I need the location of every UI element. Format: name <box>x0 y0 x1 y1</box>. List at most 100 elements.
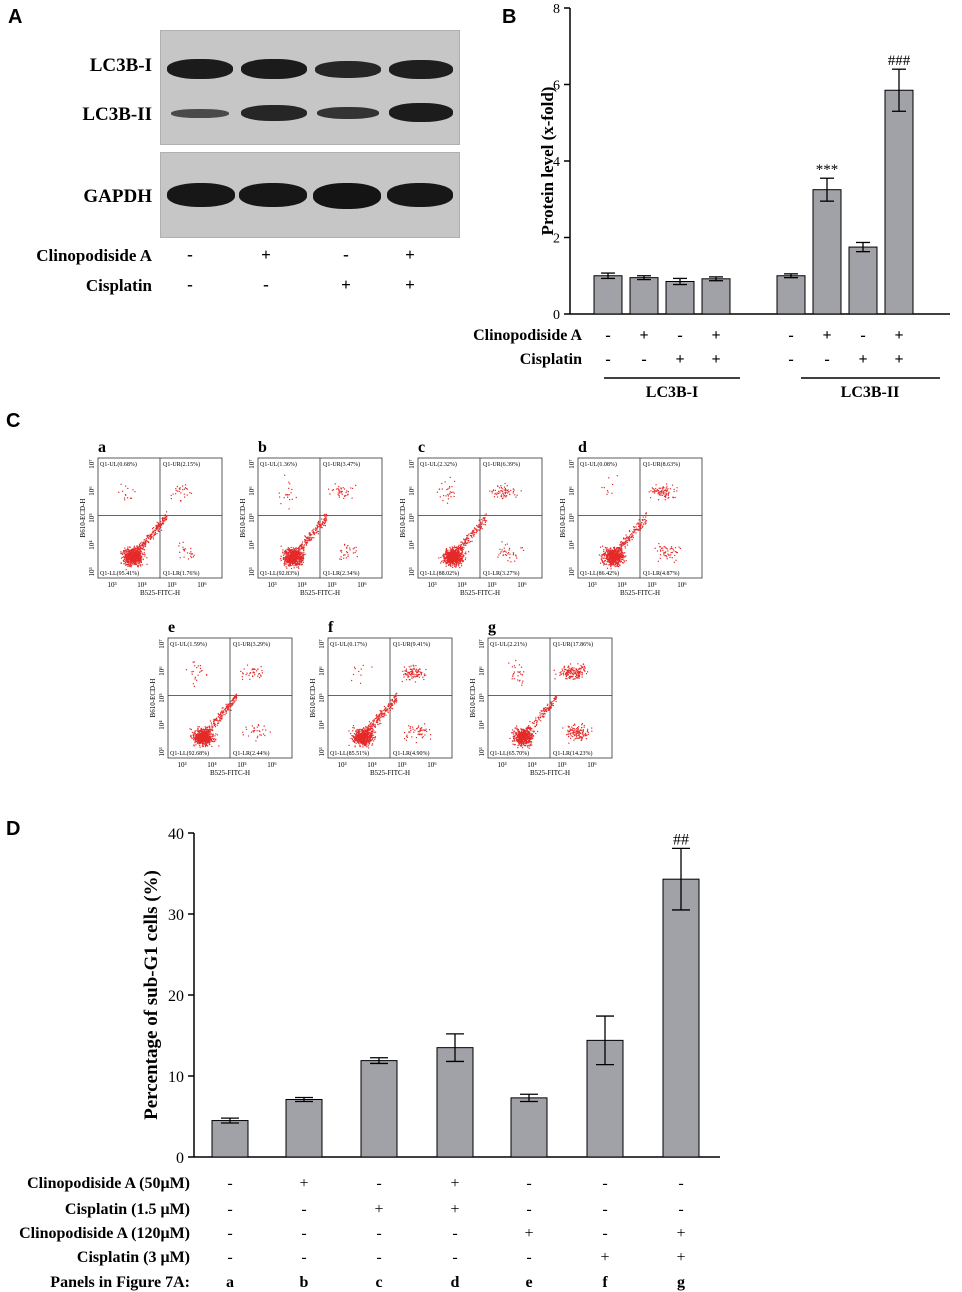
event-dot <box>310 538 312 540</box>
event-dot <box>607 552 609 554</box>
event-dot <box>286 553 288 555</box>
event-dot <box>166 518 168 520</box>
event-dot <box>199 740 201 742</box>
event-dot <box>151 535 153 537</box>
event-dot <box>287 564 289 566</box>
event-dot <box>309 534 311 536</box>
event-dot <box>508 549 510 551</box>
event-dot <box>615 558 617 560</box>
event-dot <box>377 715 379 717</box>
event-dot <box>507 489 509 491</box>
event-dot <box>468 537 470 540</box>
event-dot <box>645 516 647 518</box>
event-dot <box>204 744 206 746</box>
event-dot <box>200 730 202 732</box>
event-dot <box>142 558 144 561</box>
event-dot <box>203 730 205 732</box>
event-dot <box>463 547 465 549</box>
event-dot <box>340 487 342 489</box>
event-dot <box>126 560 128 562</box>
event-dot <box>665 547 667 549</box>
event-dot <box>450 559 452 561</box>
event-dot <box>655 490 657 492</box>
x-axis-label: B525-FITC-H <box>300 589 340 597</box>
event-dot <box>442 560 444 562</box>
event-dot <box>301 563 303 565</box>
event-dot <box>292 552 294 554</box>
event-dot <box>370 740 372 742</box>
event-dot <box>609 565 612 567</box>
event-dot <box>293 554 295 557</box>
event-dot <box>485 514 487 516</box>
x-tick-label: 10³ <box>107 581 116 589</box>
event-dot <box>605 563 607 565</box>
event-dot <box>284 563 286 565</box>
event-dot <box>612 564 614 566</box>
event-dot <box>232 698 234 700</box>
event-dot <box>501 496 503 498</box>
event-dot <box>290 554 292 556</box>
event-dot <box>210 739 213 741</box>
event-dot <box>212 735 214 737</box>
event-dot <box>450 554 452 556</box>
event-dot <box>291 561 293 563</box>
event-dot <box>325 517 327 519</box>
event-dot <box>219 719 221 721</box>
event-dot <box>193 661 195 663</box>
event-dot <box>141 547 143 549</box>
event-dot <box>296 551 298 553</box>
event-dot <box>291 551 293 554</box>
event-dot <box>207 738 210 740</box>
event-dot <box>662 488 664 490</box>
event-dot <box>323 520 325 522</box>
event-dot <box>663 487 665 489</box>
event-dot <box>136 546 138 548</box>
event-dot <box>459 559 461 561</box>
y-tick-label: 10⁷ <box>408 459 416 469</box>
event-dot <box>282 557 284 559</box>
event-dot <box>622 557 624 559</box>
event-dot <box>612 549 614 551</box>
event-dot <box>211 745 213 747</box>
event-dot <box>367 745 369 747</box>
event-dot <box>205 732 207 734</box>
event-dot <box>154 531 156 534</box>
event-dot <box>458 562 460 564</box>
treatment-sign: + <box>341 275 351 294</box>
event-dot <box>143 541 145 543</box>
event-dot <box>251 725 253 727</box>
event-dot <box>242 678 244 681</box>
event-dot <box>254 668 256 670</box>
event-dot <box>465 553 467 555</box>
event-dot <box>176 490 179 492</box>
event-dot <box>360 738 362 741</box>
event-dot <box>313 531 315 534</box>
event-dot <box>446 550 448 552</box>
x-tick-label: 10⁶ <box>197 581 207 589</box>
event-dot <box>293 558 295 560</box>
event-dot <box>284 550 286 553</box>
event-dot <box>285 494 287 496</box>
y-tick-label: 10⁶ <box>248 486 256 496</box>
event-dot <box>346 546 348 548</box>
event-dot <box>356 733 358 735</box>
event-dot <box>607 556 609 559</box>
event-dot <box>293 553 295 556</box>
event-dot <box>499 552 501 554</box>
event-dot <box>502 497 504 500</box>
event-dot <box>294 558 296 560</box>
event-dot <box>504 482 506 485</box>
event-dot <box>373 740 375 742</box>
event-dot <box>453 553 455 555</box>
event-dot <box>605 554 607 556</box>
event-dot <box>642 523 645 525</box>
event-dot <box>299 553 301 555</box>
event-dot <box>465 544 467 546</box>
event-dot <box>457 552 459 554</box>
event-dot <box>453 495 455 498</box>
event-dot <box>137 550 139 552</box>
event-dot <box>182 541 184 543</box>
event-dot <box>142 542 144 544</box>
event-dot <box>447 555 449 557</box>
event-dot <box>631 535 633 537</box>
